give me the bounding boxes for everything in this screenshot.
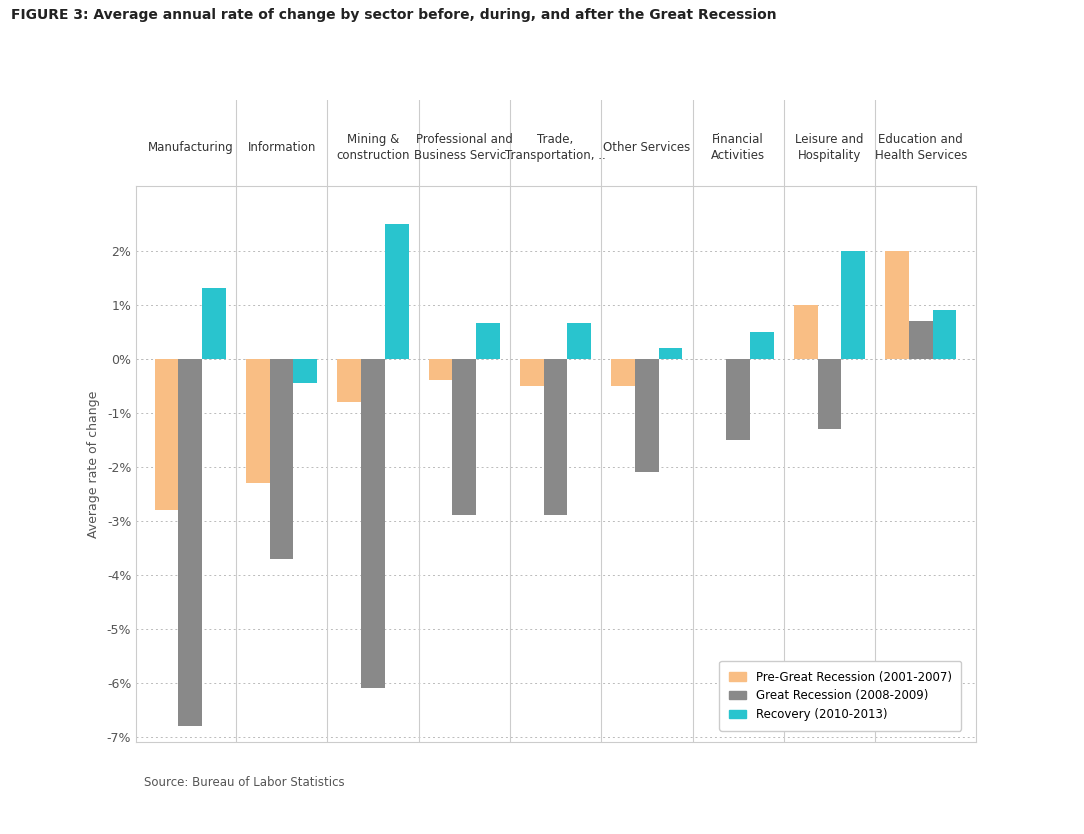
Text: Financial
Activities: Financial Activities — [711, 133, 765, 162]
Bar — [294, 359, 318, 383]
Bar — [337, 359, 361, 402]
Text: FIGURE 3: Average annual rate of change by sector before, during, and after the : FIGURE 3: Average annual rate of change … — [11, 8, 776, 23]
Text: Education and
Health Services: Education and Health Services — [875, 133, 967, 162]
Bar — [750, 332, 774, 359]
Bar — [270, 359, 294, 559]
Bar — [476, 324, 500, 359]
Bar — [520, 359, 544, 385]
Bar — [793, 304, 817, 359]
Y-axis label: Average rate of change: Average rate of change — [87, 390, 100, 538]
Bar — [932, 310, 956, 359]
Text: Source: Bureau of Labor Statistics: Source: Bureau of Labor Statistics — [144, 776, 345, 789]
Text: Trade,
Transportation, ..: Trade, Transportation, .. — [505, 133, 606, 162]
Bar — [886, 250, 909, 359]
Bar — [452, 359, 476, 515]
Bar — [659, 348, 683, 359]
Bar — [202, 289, 225, 359]
Bar — [246, 359, 270, 483]
Text: Information: Information — [247, 141, 315, 153]
Bar — [385, 224, 409, 359]
Text: Mining &
construction: Mining & construction — [336, 133, 410, 162]
Bar — [567, 324, 591, 359]
Bar — [179, 359, 202, 726]
Bar — [544, 359, 567, 515]
Text: Leisure and
Hospitality: Leisure and Hospitality — [796, 133, 864, 162]
Bar — [611, 359, 635, 385]
Bar — [817, 359, 841, 429]
Bar — [635, 359, 659, 472]
Bar — [841, 250, 865, 359]
Bar — [155, 359, 179, 510]
Bar — [428, 359, 452, 380]
Bar — [909, 321, 932, 359]
Text: Other Services: Other Services — [603, 141, 691, 153]
Legend: Pre-Great Recession (2001-2007), Great Recession (2008-2009), Recovery (2010-201: Pre-Great Recession (2001-2007), Great R… — [720, 661, 962, 731]
Bar — [726, 359, 750, 440]
Text: Manufacturing: Manufacturing — [147, 141, 233, 153]
Text: Professional and
Business Servic..: Professional and Business Servic.. — [414, 133, 514, 162]
Bar — [361, 359, 385, 688]
